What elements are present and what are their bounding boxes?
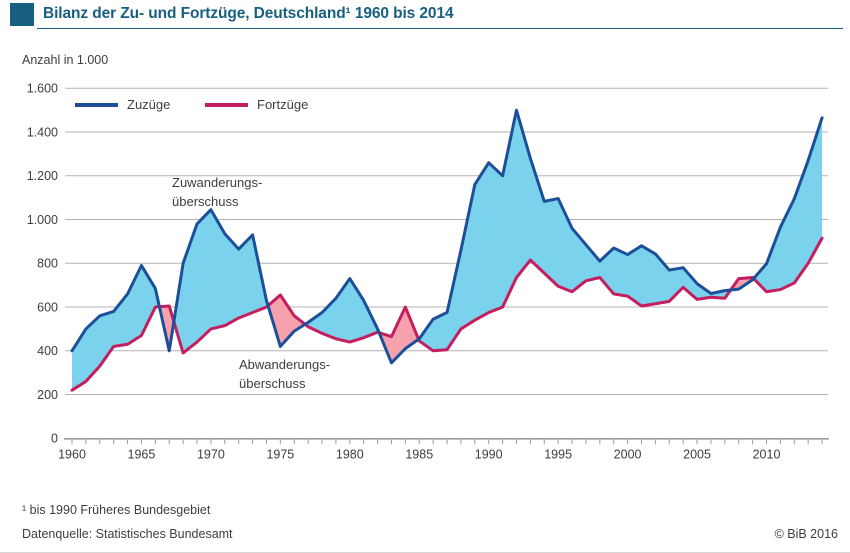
x-tick-label: 2010: [753, 447, 781, 461]
y-tick-label: 600: [37, 300, 58, 314]
x-tick-label: 1975: [266, 447, 294, 461]
legend-label-zuzuege: Zuzüge: [127, 97, 171, 112]
legend-swatch-zuzuege: [75, 103, 118, 107]
y-axis-unit-label: Anzahl in 1.000: [22, 53, 109, 67]
x-tick-label: 1970: [197, 447, 225, 461]
annotation-deficit-line1: Abwanderungs-: [239, 357, 331, 372]
annotation-surplus: Zuwanderungs- überschuss: [172, 173, 262, 211]
annotation-deficit-line2: überschuss: [239, 376, 306, 391]
series-line-zuzuege: [70, 108, 824, 365]
y-tick-label: 200: [37, 388, 58, 402]
brand-square-icon: [10, 3, 34, 26]
legend-label-fortzuege: Fortzüge: [257, 97, 309, 112]
footnote: ¹ bis 1990 Früheres Bundesgebiet: [22, 503, 211, 517]
copyright: © BiB 2016: [774, 527, 838, 541]
x-tick-label: 1965: [128, 447, 156, 461]
y-tick-label: 800: [37, 257, 58, 271]
title-rule: [37, 28, 843, 29]
y-tick-label: 1.000: [27, 213, 58, 227]
y-tick-label: 0: [51, 432, 58, 446]
surplus-area: [72, 110, 823, 391]
x-tick-label: 1980: [336, 447, 364, 461]
x-tick-label: 2000: [614, 447, 642, 461]
legend-swatch-fortzuege: [205, 103, 248, 107]
series-line-fortzuege: [70, 236, 824, 392]
migration-line-chart: 0 200 400 600 800 1.000 1.200 1.400 1.600 1960 196…: [27, 82, 829, 461]
y-tick-label: 1.400: [27, 125, 58, 139]
x-tick-label: 1990: [475, 447, 503, 461]
y-tick-label: 1.200: [27, 169, 58, 183]
annotation-surplus-line2: überschuss: [172, 194, 239, 209]
x-tick-label: 1985: [405, 447, 433, 461]
data-source: Datenquelle: Statistisches Bundesamt: [22, 527, 233, 541]
y-tick-label: 400: [37, 344, 58, 358]
x-tick-label: 1960: [58, 447, 86, 461]
annotation-surplus-line1: Zuwanderungs-: [172, 175, 263, 190]
x-tick-label: 2005: [683, 447, 711, 461]
annotation-deficit: Abwanderungs- überschuss: [239, 355, 330, 393]
y-tick-label: 1.600: [27, 82, 58, 96]
page-title: Bilanz der Zu- und Fortzüge, Deutschland…: [43, 5, 454, 22]
x-tick-label: 1995: [544, 447, 572, 461]
deficit-area: [159, 277, 754, 363]
